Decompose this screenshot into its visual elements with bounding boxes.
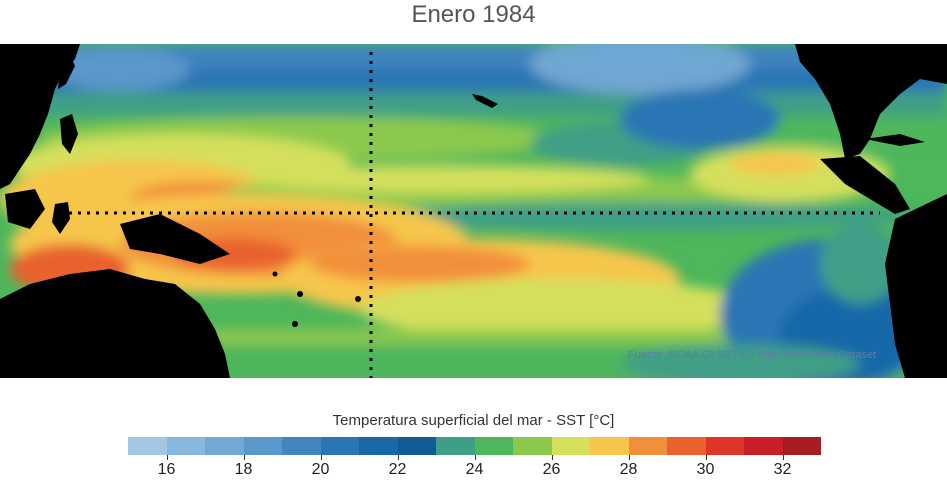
colorbar — [128, 437, 821, 455]
colorbar-tick-label: 24 — [465, 461, 484, 478]
colorbar-swatch — [359, 437, 398, 455]
sst-band-north-mid — [0, 92, 947, 120]
colorbar-swatch — [397, 437, 436, 455]
colorbar-swatch — [166, 437, 205, 455]
colorbar-swatch — [782, 437, 821, 455]
colorbar-tick — [705, 455, 707, 460]
colorbar-tick — [551, 455, 553, 460]
sst-nw-pacific — [50, 47, 190, 91]
colorbar-tick — [782, 455, 784, 460]
colorbar-tick-label: 32 — [773, 461, 792, 478]
colorbar-tick — [243, 455, 245, 460]
colorbar-tick — [397, 455, 399, 460]
landmasses — [0, 44, 947, 378]
grid-lines — [60, 52, 880, 378]
sst-ne-pacific — [530, 44, 750, 94]
cuba-land — [865, 134, 925, 146]
colorbar-tick-label: 26 — [542, 461, 561, 478]
colorbar-swatch — [128, 437, 167, 455]
sst-central-n2 — [250, 165, 650, 193]
colorbar-swatch — [243, 437, 282, 455]
island-small — [355, 296, 361, 302]
colorbar-label: Temperatura superficial del mar - SST [°… — [332, 412, 615, 429]
colorbar-swatch — [436, 437, 475, 455]
data-source-note: Fuente: NOAA OI SST V2 High Resolution D… — [628, 349, 877, 361]
colorbar-swatch — [205, 437, 244, 455]
colorbar-swatch — [551, 437, 590, 455]
new-guinea-land — [120, 214, 230, 264]
island-small — [297, 291, 303, 297]
borneo-land — [5, 189, 45, 229]
colorbar-swatch — [667, 437, 706, 455]
colorbar-tick — [474, 455, 476, 460]
japan-land — [58, 54, 75, 89]
sulawesi-land — [52, 202, 70, 234]
colorbar-tick — [166, 455, 168, 460]
colorbar-swatch — [282, 437, 321, 455]
australia-land — [0, 269, 230, 378]
mexico-land — [820, 156, 910, 214]
asia-land — [0, 44, 80, 189]
colorbar-tick-label: 16 — [157, 461, 176, 478]
colorbar-tick-label: 30 — [696, 461, 715, 478]
colorbar-swatch — [590, 437, 629, 455]
sst-central-america-core — [730, 152, 820, 176]
colorbar-swatch — [705, 437, 744, 455]
colorbar-swatch — [744, 437, 783, 455]
colorbar-swatch — [320, 437, 359, 455]
island-small — [272, 271, 278, 277]
colorbar-tick-label: 18 — [234, 461, 253, 478]
colorbar-tick-label: 20 — [311, 461, 330, 478]
sst-map — [0, 44, 947, 378]
north-america-land — [795, 44, 947, 159]
map-title: Enero 1984 — [411, 1, 536, 28]
hawaii-islands — [472, 94, 498, 108]
colorbar-ticks: 16 18 20 22 24 26 28 30 32 — [0, 455, 947, 480]
colorbar-tick-label: 22 — [388, 461, 407, 478]
sst-south-central-core — [310, 246, 530, 282]
sst-peru-current — [820, 224, 900, 304]
colorbar-swatch — [628, 437, 667, 455]
sst-cal-current — [620, 89, 780, 149]
south-america-land — [885, 194, 947, 378]
colorbar-tick — [628, 455, 630, 460]
colorbar-swatch — [474, 437, 513, 455]
sst-eq-tongue-outer — [360, 202, 920, 230]
sst-south-band — [360, 279, 760, 339]
sst-s-green — [620, 344, 860, 378]
island-small — [292, 321, 298, 327]
colorbar-swatch — [513, 437, 552, 455]
colorbar-tick — [320, 455, 322, 460]
philippines-land — [60, 114, 78, 154]
colorbar-tick-label: 28 — [619, 461, 638, 478]
